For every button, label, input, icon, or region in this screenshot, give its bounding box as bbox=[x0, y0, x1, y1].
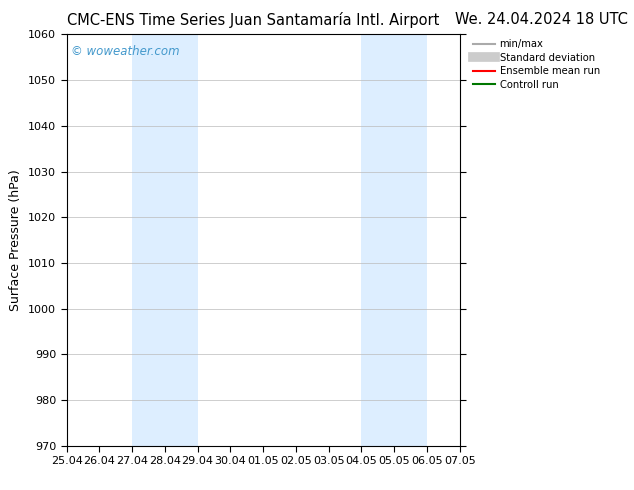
Text: CMC-ENS Time Series Juan Santamaría Intl. Airport: CMC-ENS Time Series Juan Santamaría Intl… bbox=[67, 12, 439, 28]
Text: © woweather.com: © woweather.com bbox=[70, 45, 179, 58]
Bar bbox=[165, 34, 198, 446]
Legend: min/max, Standard deviation, Ensemble mean run, Controll run: min/max, Standard deviation, Ensemble me… bbox=[472, 39, 600, 90]
Bar bbox=[394, 34, 427, 446]
Y-axis label: Surface Pressure (hPa): Surface Pressure (hPa) bbox=[10, 169, 22, 311]
Text: We. 24.04.2024 18 UTC: We. 24.04.2024 18 UTC bbox=[455, 12, 628, 27]
Bar bbox=[361, 34, 394, 446]
Bar bbox=[132, 34, 165, 446]
